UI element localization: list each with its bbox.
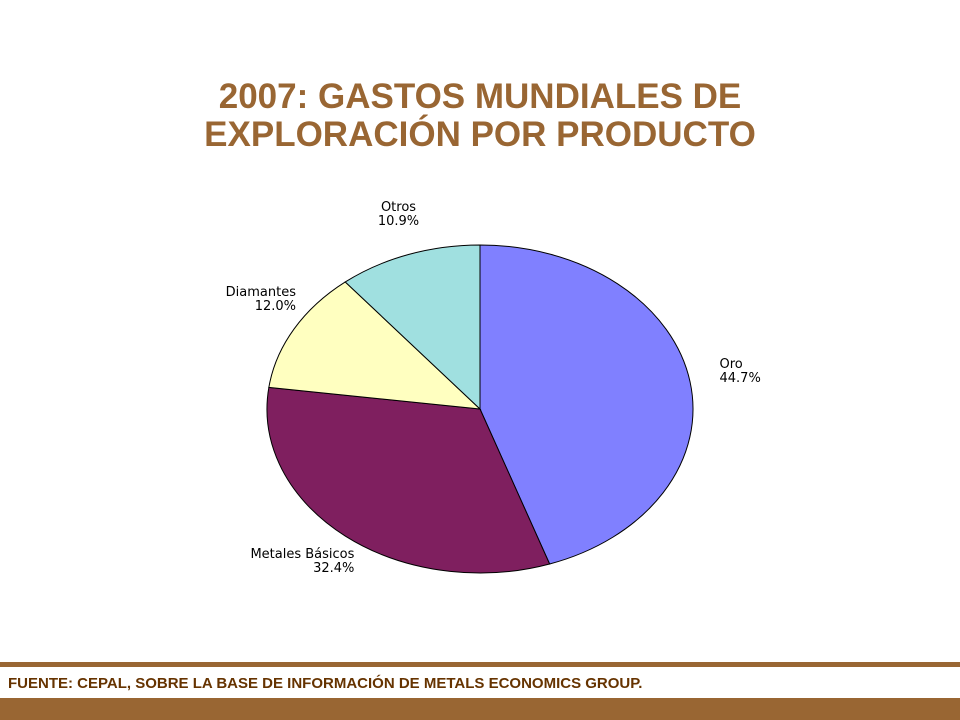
pie-slice-otros bbox=[344, 244, 481, 411]
pie-slice-oro bbox=[479, 244, 694, 565]
pie-label-name: Otros bbox=[381, 200, 416, 215]
pie-label-name: Metales Básicos bbox=[250, 547, 354, 562]
chart-title-line-1: 2007: GASTOS MUNDIALES DE bbox=[218, 77, 742, 116]
pie-slice-metales-basicos bbox=[266, 386, 551, 574]
pie-slice-diamantes bbox=[268, 281, 482, 410]
pie-label-name: Oro bbox=[720, 357, 743, 372]
pie-label-name: Diamantes bbox=[226, 285, 297, 300]
pie-label-value: 44.7% bbox=[720, 371, 761, 386]
pie-label-value: 12.0% bbox=[255, 299, 296, 314]
footer-band bbox=[0, 698, 960, 720]
pie-label-value: 10.9% bbox=[378, 214, 419, 229]
pie-label-value: 32.4% bbox=[313, 561, 354, 576]
source-note: FUENTE: CEPAL, SOBRE LA BASE DE INFORMAC… bbox=[8, 675, 643, 692]
chart-title-line-2: EXPLORACIÓN POR PRODUCTO bbox=[204, 115, 756, 154]
chart-title: 2007: GASTOS MUNDIALES DE EXPLORACIÓN PO… bbox=[0, 78, 960, 154]
footer-divider bbox=[0, 662, 960, 667]
